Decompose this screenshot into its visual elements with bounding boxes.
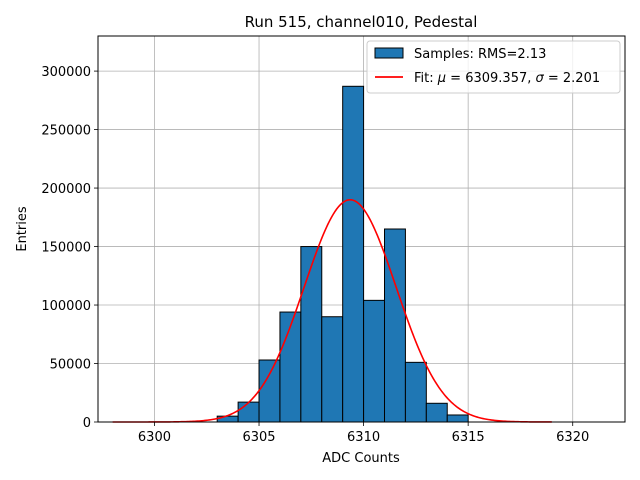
x-tick-label: 6320 [556,430,589,445]
x-tick-label: 6305 [242,430,275,445]
legend-histogram-swatch [374,47,404,59]
y-tick-label: 50000 [50,358,91,373]
x-tick-label: 6310 [347,430,380,445]
plot-frame [97,35,626,423]
y-tick-label: 100000 [41,299,91,314]
chart-title: Run 515, channel010, Pedestal [245,13,478,31]
histogram-bar [404,361,427,423]
x-axis-label: ADC Counts [322,451,400,466]
legend: Samples: RMS=2.13 Fit: μ = 6309.357, σ =… [366,40,621,94]
histogram-bar [446,414,469,423]
histogram-bar [425,402,448,423]
histogram-bar [321,316,344,423]
y-tick-label: 250000 [41,124,91,139]
legend-fit-mu-symbol: μ [437,71,446,86]
legend-histogram-label: Samples: RMS=2.13 [414,47,546,62]
legend-fit-label: Fit: μ = 6309.357, σ = 2.201 [414,71,600,86]
legend-box [366,40,621,94]
x-tick-label: 6300 [138,430,171,445]
histogram-bar [363,299,386,423]
legend-fit-sigma-symbol: σ [536,71,545,86]
histogram-bar [342,85,365,423]
legend-fit-mu-value: = 6309.357, [446,71,535,86]
y-tick-label: 150000 [41,241,91,256]
legend-fit-prefix: Fit: [414,71,438,86]
y-tick-label: 0 [83,416,91,431]
histogram-bar [237,401,260,423]
y-tick-label: 300000 [41,65,91,80]
y-axis-label: Entries [15,206,30,252]
histogram-bar [384,228,406,423]
histogram-bars [216,85,469,423]
x-tick-label: 6315 [452,430,485,445]
histogram-bar [300,246,323,423]
histogram-bar [258,359,281,423]
x-axis-ticks: 6300 6305 6310 6315 6320 [138,422,589,445]
y-axis-ticks: 0 50000 100000 150000 200000 250000 300000 [41,65,98,431]
y-tick-label: 200000 [41,182,91,197]
legend-fit-sigma-value: = 2.201 [544,71,600,86]
